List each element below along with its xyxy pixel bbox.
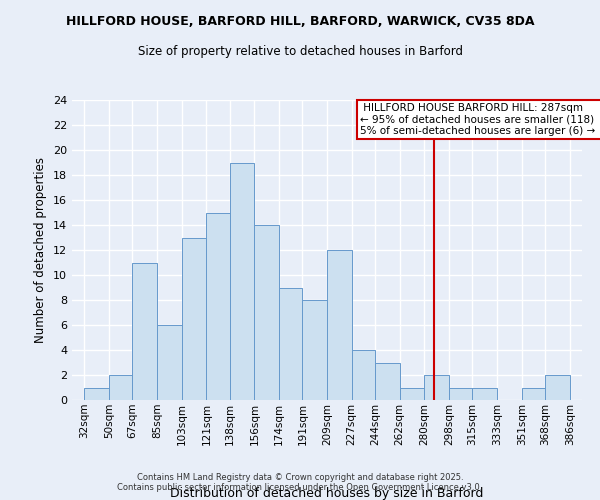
X-axis label: Distribution of detached houses by size in Barford: Distribution of detached houses by size …	[170, 486, 484, 500]
Bar	[449, 388, 472, 400]
Bar	[400, 388, 424, 400]
Bar	[545, 375, 569, 400]
Text: HILLFORD HOUSE, BARFORD HILL, BARFORD, WARWICK, CV35 8DA: HILLFORD HOUSE, BARFORD HILL, BARFORD, W…	[66, 15, 534, 28]
Text: Contains public sector information licensed under the Open Government Licence v3: Contains public sector information licen…	[118, 484, 482, 492]
Bar	[133, 262, 157, 400]
Bar	[521, 388, 545, 400]
Bar	[206, 212, 230, 400]
Bar	[254, 225, 279, 400]
Text: HILLFORD HOUSE BARFORD HILL: 287sqm
← 95% of detached houses are smaller (118)
5: HILLFORD HOUSE BARFORD HILL: 287sqm ← 95…	[360, 103, 599, 136]
Bar	[302, 300, 327, 400]
Bar	[85, 388, 109, 400]
Bar	[472, 388, 497, 400]
Bar	[109, 375, 133, 400]
Bar	[157, 325, 182, 400]
Y-axis label: Number of detached properties: Number of detached properties	[34, 157, 47, 343]
Bar	[375, 362, 400, 400]
Text: Contains HM Land Registry data © Crown copyright and database right 2025.: Contains HM Land Registry data © Crown c…	[137, 474, 463, 482]
Bar	[327, 250, 352, 400]
Text: Size of property relative to detached houses in Barford: Size of property relative to detached ho…	[137, 45, 463, 58]
Bar	[279, 288, 302, 400]
Bar	[182, 238, 206, 400]
Bar	[230, 162, 254, 400]
Bar	[424, 375, 449, 400]
Bar	[352, 350, 375, 400]
